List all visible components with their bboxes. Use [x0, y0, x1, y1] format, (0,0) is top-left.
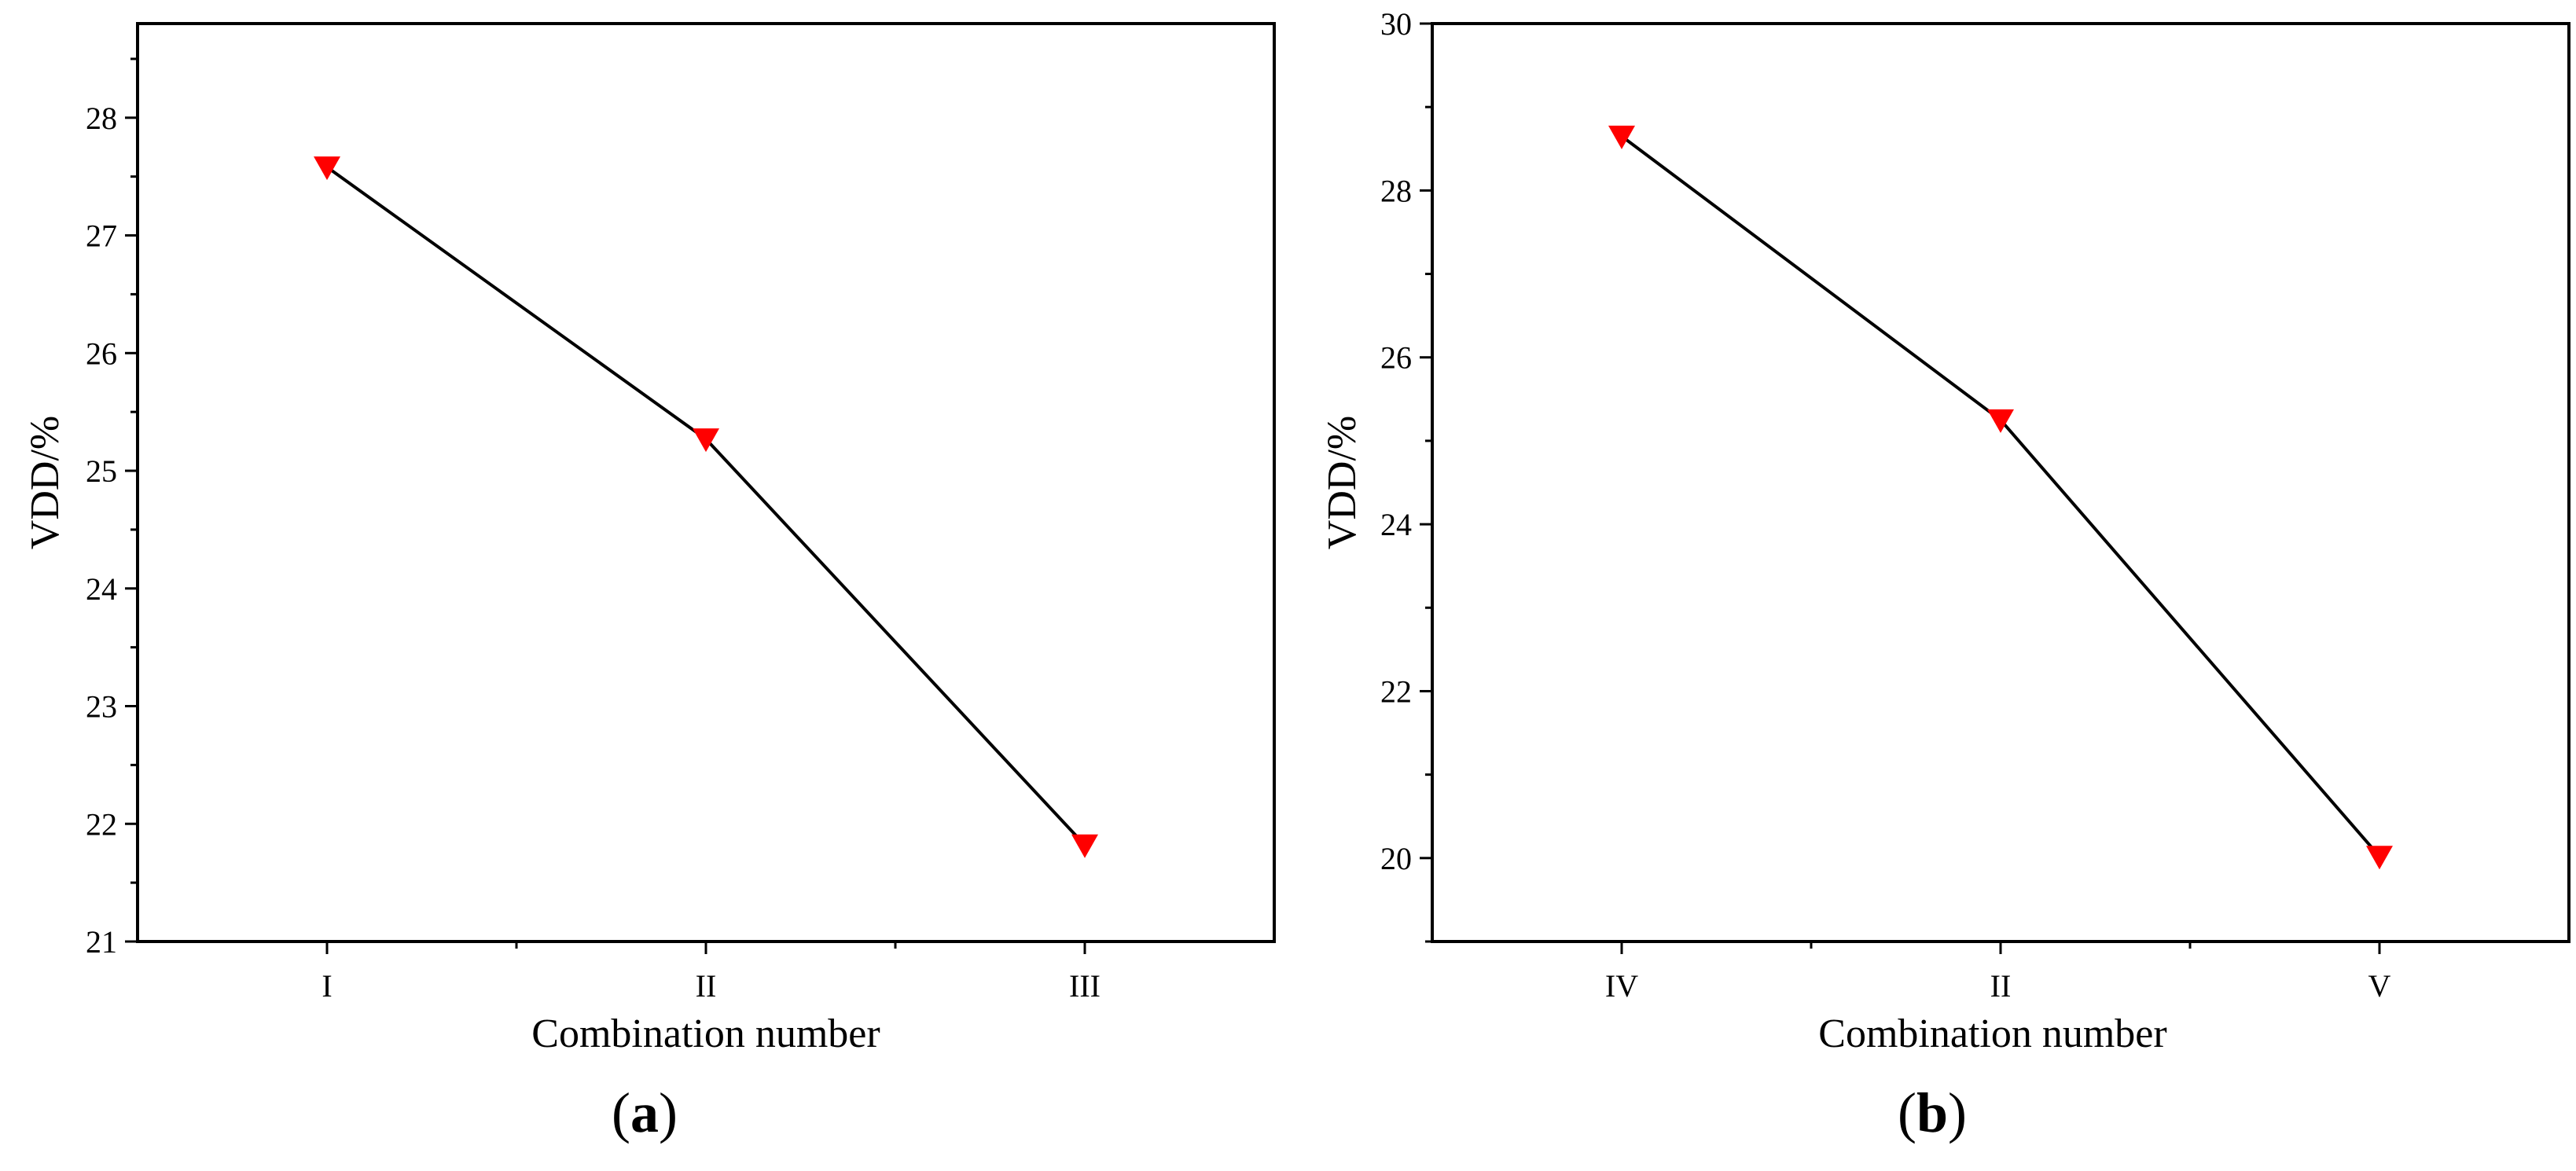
y-axis-title: VDD/% [23, 416, 68, 549]
y-tick-label: 24 [86, 571, 117, 607]
y-tick-label: 22 [1380, 674, 1412, 709]
series-line [1620, 134, 2381, 858]
panel-label-letter: b [1916, 1081, 1948, 1144]
x-tick-label: IV [1605, 968, 1638, 1004]
y-tick-label: 27 [86, 218, 117, 254]
x-tick-label: V [2368, 968, 2391, 1004]
y-tick-label: 28 [1380, 173, 1412, 208]
x-axis: IV II V [1605, 942, 2391, 1004]
data-point-marker [1608, 125, 1635, 149]
panel-label-open: ( [1898, 1081, 1916, 1144]
y-tick-label: 23 [86, 689, 117, 725]
panel-label-open: ( [612, 1081, 630, 1144]
y-tick-label: 28 [86, 101, 117, 136]
y-tick-label: 22 [86, 806, 117, 842]
y-tick-label: 20 [1380, 841, 1412, 876]
series-line [325, 166, 1086, 846]
data-point-marker [2366, 846, 2393, 870]
panel-label: (b) [1898, 1081, 1967, 1144]
panel-label-close: ) [659, 1081, 678, 1144]
x-axis-title: Combination number [1818, 1011, 2166, 1056]
y-tick-label: 26 [1380, 340, 1412, 376]
y-axis: 21 22 23 24 25 26 27 28 [86, 57, 138, 960]
data-point-marker [314, 156, 340, 181]
chart-panel-b: 20 22 24 26 28 30 IV II V Combination number VD… [1320, 6, 2570, 1144]
x-axis: I II III [322, 942, 1101, 1004]
data-point-marker [1071, 834, 1098, 858]
panel-label-letter: a [630, 1081, 659, 1144]
y-axis-title: VDD/% [1320, 416, 1365, 549]
x-tick-label: II [696, 968, 717, 1004]
x-axis-title: Combination number [531, 1011, 880, 1056]
y-tick-label: 26 [86, 336, 117, 371]
panel-label: (a) [612, 1081, 678, 1144]
data-point-marker [1987, 409, 2014, 433]
plot-frame [1431, 22, 2570, 943]
plot-frame [136, 22, 1276, 943]
y-axis: 20 22 24 26 28 30 [1380, 6, 1432, 943]
panel-label-close: ) [1948, 1081, 1967, 1144]
data-point-marker [693, 428, 719, 453]
x-tick-label: II [1990, 968, 2012, 1004]
series-group [314, 156, 1098, 858]
series-group [1608, 125, 2393, 870]
y-tick-label: 21 [86, 924, 117, 960]
y-tick-label: 24 [1380, 507, 1412, 542]
x-tick-label: III [1069, 968, 1101, 1004]
y-tick-label: 25 [86, 453, 117, 489]
y-tick-label: 30 [1380, 6, 1412, 42]
x-tick-label: I [322, 968, 332, 1004]
